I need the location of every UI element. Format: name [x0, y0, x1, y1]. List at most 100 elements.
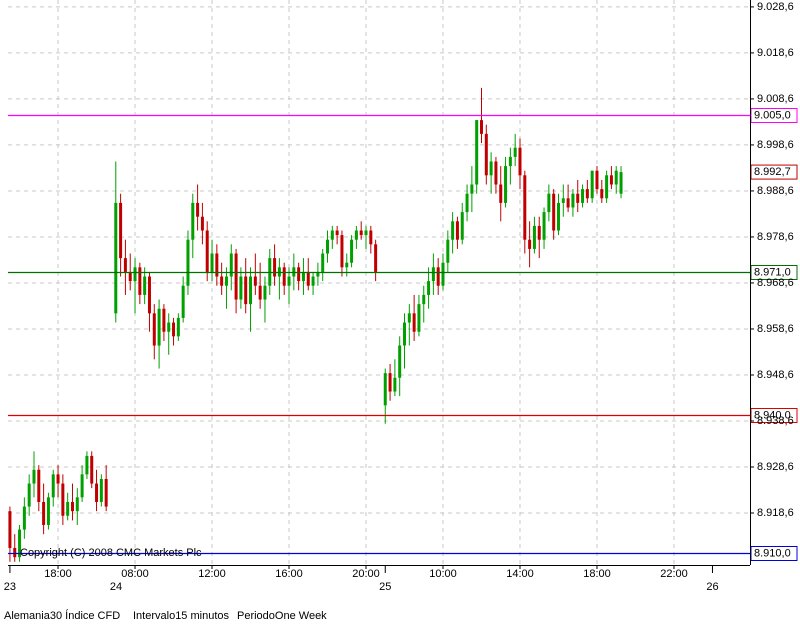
candle-body [196, 202, 200, 217]
candle-body [99, 478, 103, 502]
candle-body [489, 161, 493, 176]
candle-body [422, 294, 426, 305]
candle-body [354, 230, 358, 240]
candle-body [455, 221, 459, 240]
candle-body [147, 276, 151, 314]
candle-body [210, 253, 214, 272]
candle-body [330, 230, 334, 240]
candle-body [479, 120, 483, 134]
candle-body [258, 285, 262, 300]
candle-body [417, 304, 421, 332]
candle-body [484, 133, 488, 176]
candle-body [297, 267, 301, 282]
x-tick-label: 12:00 [198, 568, 226, 580]
candle-body [104, 478, 108, 507]
candle-body [619, 172, 623, 194]
candle-body [162, 308, 166, 332]
candle-body [90, 455, 94, 484]
day-label: 24 [110, 581, 122, 593]
candle-body [407, 313, 411, 323]
candle-body [253, 276, 257, 286]
candle-body [566, 198, 570, 208]
candle-body [22, 506, 26, 530]
y-tick-label: 8.938,6 [757, 415, 794, 427]
candle-body [51, 474, 55, 498]
candle-body [8, 511, 12, 548]
candle-body [393, 377, 397, 392]
y-tick-label: 9.018,6 [757, 47, 794, 59]
candle-body [552, 193, 556, 231]
level-label: 9.005,0 [754, 109, 791, 121]
candle-body [585, 189, 589, 199]
candle-body [581, 189, 585, 203]
candle-body [340, 235, 344, 268]
candle-body [128, 271, 132, 282]
candle-body [518, 147, 522, 176]
candle-body [451, 221, 455, 240]
candle-body [431, 267, 435, 282]
candle-body [609, 175, 613, 185]
candle-body [75, 497, 79, 512]
x-tick-label: 14:00 [506, 568, 534, 580]
candle-body [186, 239, 190, 286]
y-tick-label: 8.988,6 [757, 185, 794, 197]
x-tick-label: 16:00 [275, 568, 303, 580]
candle-body [556, 202, 560, 231]
candle-body [119, 202, 123, 259]
candle-body [61, 483, 65, 516]
candle-body [13, 547, 17, 558]
candle-body [234, 253, 238, 300]
x-tick-label: 18:00 [583, 568, 611, 580]
footer-period: PeriodoOne Week [237, 610, 327, 622]
candle-body [398, 345, 402, 378]
x-tick-label: 22:00 [660, 568, 688, 580]
candle-body [287, 276, 291, 286]
candle-body [465, 193, 469, 213]
candle-body [427, 281, 431, 295]
candle-body [364, 230, 368, 236]
candle-body [220, 276, 224, 286]
candle-body [590, 170, 594, 199]
candle-body [311, 276, 315, 286]
labels: 9.028,6 9.018,6 9.008,6 8.998,6 8.988,6 8.978… [4, 1, 794, 593]
candle-body [301, 271, 305, 282]
candle-body [436, 267, 440, 286]
candle-body [403, 322, 407, 346]
candle-body [561, 198, 565, 203]
candle-body [133, 267, 137, 282]
candle-body [42, 501, 46, 525]
candle-body [499, 184, 503, 203]
candle-body [157, 308, 161, 346]
candle-body [369, 230, 373, 245]
candle-body [181, 285, 185, 318]
candle-body [46, 497, 50, 525]
candle-body [595, 170, 599, 190]
candle-body [326, 239, 330, 254]
candle-body [508, 156, 512, 167]
copyright: Copyright (C) 2008 CMC Markets Plc [20, 547, 202, 559]
candle-body [600, 189, 604, 199]
candle-body [470, 184, 474, 194]
candle-body [528, 239, 532, 249]
candle-body [388, 373, 392, 392]
footer-instrument: Alemania30 Índice CFD [4, 609, 120, 622]
y-tick-label: 9.008,6 [757, 93, 794, 105]
candle-body [191, 202, 195, 240]
candle-body [576, 193, 580, 203]
day-label: 25 [379, 581, 391, 593]
candle-body [460, 212, 464, 240]
candle-body [523, 175, 527, 240]
footer-interval: Intervalo15 minutos [133, 610, 229, 622]
candle-body [176, 317, 180, 337]
candle-body [532, 225, 536, 249]
candle-body [172, 322, 176, 337]
candle-body [350, 239, 354, 263]
candle-body [345, 262, 349, 268]
y-tick-label: 8.998,6 [757, 139, 794, 151]
x-tick-label: 10:00 [429, 568, 457, 580]
day-label: 23 [4, 581, 16, 593]
candle-body [167, 322, 171, 332]
candle-body [224, 276, 228, 286]
